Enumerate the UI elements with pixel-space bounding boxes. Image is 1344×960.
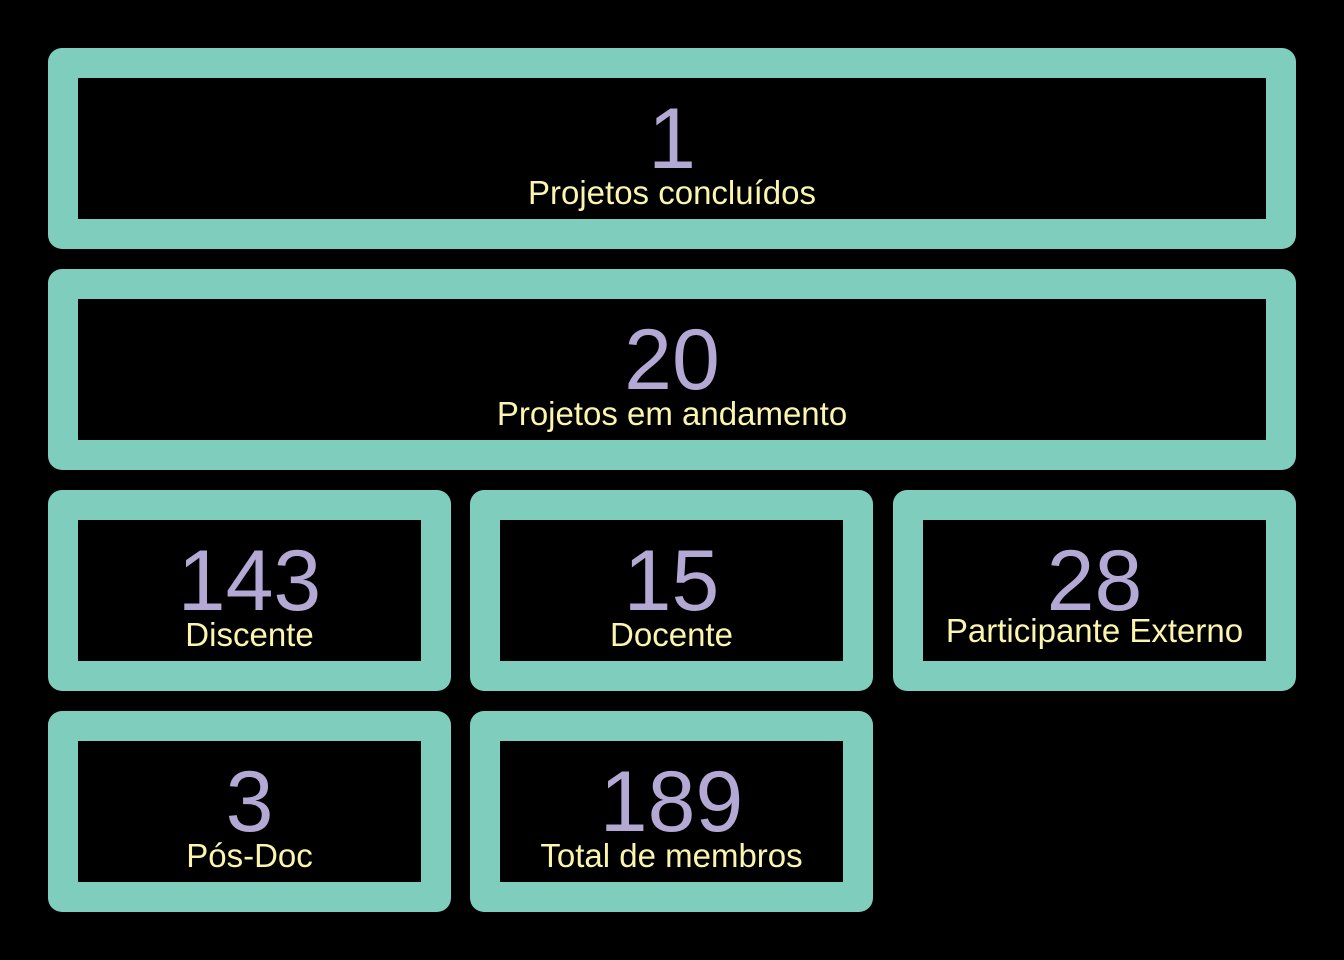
stat-card-total-members: 189 Total de membros bbox=[470, 711, 873, 912]
stat-label: Participante Externo bbox=[945, 612, 1244, 649]
stat-value: 189 bbox=[599, 754, 744, 850]
stat-label: Projetos em andamento bbox=[496, 395, 848, 432]
stat-value: 15 bbox=[623, 533, 720, 629]
stat-label: Pós-Doc bbox=[186, 837, 313, 874]
stat-label: Projetos concluídos bbox=[528, 174, 816, 211]
stat-card-faculty: 15 Docente bbox=[470, 490, 873, 691]
stat-label: Discente bbox=[185, 616, 314, 653]
stat-card-projects-in-progress: 20 Projetos em andamento bbox=[48, 269, 1296, 470]
stat-value: 28 bbox=[1046, 533, 1143, 629]
stat-label: Docente bbox=[610, 616, 733, 653]
stat-card-students: 143 Discente bbox=[48, 490, 451, 691]
stat-label: Total de membros bbox=[540, 837, 803, 874]
stat-card-external-participants: 28 Participante Externo bbox=[893, 490, 1296, 691]
stat-value: 143 bbox=[177, 533, 322, 629]
stat-value: 20 bbox=[624, 312, 720, 408]
stat-value: 1 bbox=[648, 91, 696, 187]
stat-card-projects-completed: 1 Projetos concluídos bbox=[48, 48, 1296, 249]
stat-value: 3 bbox=[225, 754, 274, 850]
stat-card-postdoc: 3 Pós-Doc bbox=[48, 711, 451, 912]
